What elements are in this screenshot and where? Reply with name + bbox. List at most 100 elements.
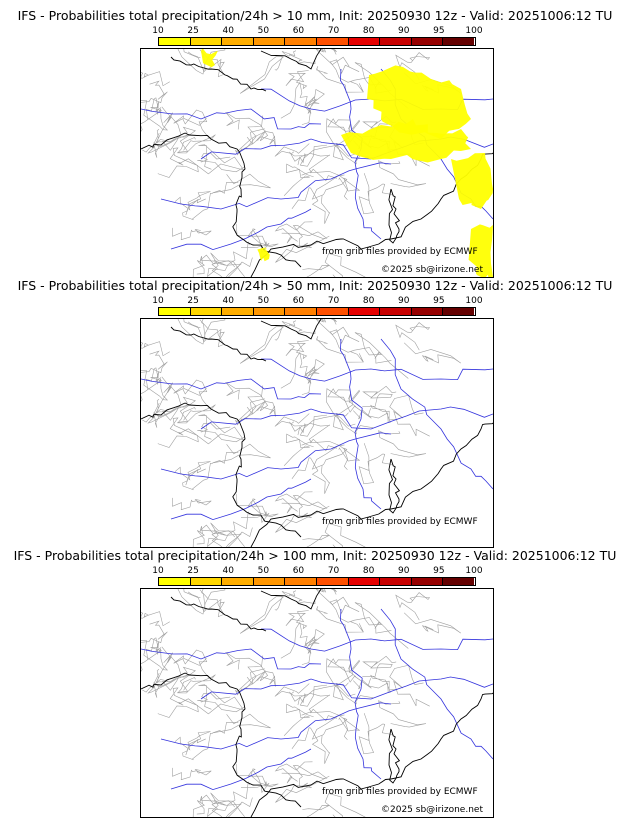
river-line [260, 358, 493, 382]
coastline [170, 596, 267, 632]
admin-border-line [147, 646, 182, 694]
admin-border-line [333, 659, 360, 701]
admin-border-line [210, 522, 253, 547]
source-credit: from grib files provided by ECMWF [322, 517, 478, 527]
river-line [339, 338, 382, 510]
map-france: from grib files provided by ECMWF [140, 318, 494, 548]
admin-border-line [362, 385, 397, 407]
admin-border-line [207, 511, 250, 547]
admin-border-line [275, 235, 330, 263]
coastline [260, 319, 322, 340]
colorbar-tick-label: 100 [465, 566, 483, 576]
admin-border-line [281, 320, 316, 334]
admin-border-line [199, 319, 225, 348]
coastline [141, 132, 186, 150]
admin-border-line [172, 767, 212, 781]
colorbar-tick-label: 50 [257, 26, 270, 36]
admin-border-line [358, 443, 394, 485]
coastline [170, 326, 267, 362]
admin-border-line [315, 589, 350, 607]
admin-border-line [274, 413, 310, 436]
admin-border-line [403, 612, 461, 634]
colorbar-tick-label: 70 [327, 296, 340, 306]
colorbar-tick-label: 25 [187, 296, 199, 306]
admin-border-line [275, 775, 330, 803]
colorbar-swatch [443, 578, 474, 585]
river-line [141, 648, 322, 670]
admin-border-line [333, 389, 360, 431]
colorbar-swatch [253, 578, 286, 585]
colorbar-tick-label: 40 [222, 296, 234, 306]
colorbar-tick-label: 60 [292, 566, 305, 576]
copyright-credit: ©2025 sb@irizone.net [381, 265, 483, 275]
colorbar-swatch [253, 308, 286, 315]
coastline [260, 589, 322, 610]
admin-border-line [240, 768, 279, 788]
admin-border-line [358, 173, 394, 215]
source-credit: from grib files provided by ECMWF [322, 247, 478, 257]
colorbar-swatch [380, 38, 412, 45]
admin-border-line [291, 187, 330, 224]
admin-border-line [235, 115, 265, 156]
colorbar-swatch [380, 578, 412, 585]
admin-border-line [280, 621, 318, 659]
river-line [170, 208, 312, 251]
colorbar: 10 25 40 50 60 70 80 90 95 100 [152, 26, 483, 46]
coastline [388, 458, 401, 514]
admin-border-line [283, 703, 314, 737]
admin-border-line [289, 151, 330, 176]
panel-10mm: IFS - Probabilities total precipitation/… [0, 0, 630, 278]
admin-border-line [316, 606, 364, 633]
river-line [260, 628, 493, 652]
admin-border-line [367, 674, 398, 693]
colorbar: 10 25 40 50 60 70 80 90 95 100 [152, 566, 483, 586]
admin-border-line [325, 118, 374, 165]
admin-border-line [285, 610, 309, 630]
admin-border-line [238, 401, 276, 422]
admin-border-line [182, 732, 213, 761]
admin-border-line [157, 687, 199, 718]
admin-border-line [141, 611, 170, 627]
coastline [170, 56, 267, 92]
admin-border-line [173, 379, 210, 409]
colorbar-tick-label: 90 [398, 26, 410, 36]
river-line [339, 68, 382, 240]
coastline [184, 402, 302, 538]
colorbar-swatch [190, 308, 223, 315]
admin-border-line [199, 589, 225, 618]
admin-border-line [362, 655, 397, 677]
admin-border-line [197, 692, 245, 713]
admin-border-line [316, 336, 364, 363]
admin-border-line [141, 640, 169, 671]
admin-border-line [187, 589, 206, 613]
admin-border-line [192, 256, 205, 277]
admin-border-line [210, 792, 253, 817]
colorbar-swatch [285, 308, 317, 315]
admin-border-line [389, 394, 430, 437]
river-line [160, 162, 392, 210]
river-line [170, 748, 312, 791]
admin-border-line [280, 81, 318, 119]
river-line [339, 608, 382, 780]
admin-border-line [283, 433, 314, 467]
colorbar-swatch [316, 578, 349, 585]
admin-border-line [289, 691, 330, 716]
colorbar-tick-label: 95 [433, 26, 445, 36]
admin-border-line [274, 143, 310, 166]
colorbar-swatch [159, 578, 191, 585]
coastline [184, 672, 302, 808]
admin-border-line [378, 700, 426, 728]
probability-area [367, 65, 471, 139]
admin-border-line [301, 89, 325, 125]
admin-border-line [239, 55, 284, 94]
admin-border-line [178, 684, 245, 715]
basemap [141, 589, 493, 817]
admin-border-line [285, 70, 309, 90]
admin-border-line [302, 535, 330, 547]
coastline [250, 422, 493, 547]
colorbar-tick-label: 80 [362, 566, 375, 576]
admin-border-line [275, 505, 330, 533]
admin-border-line [141, 350, 168, 374]
colorbar-tick-label: 10 [152, 566, 164, 576]
admin-border-line [187, 49, 206, 73]
